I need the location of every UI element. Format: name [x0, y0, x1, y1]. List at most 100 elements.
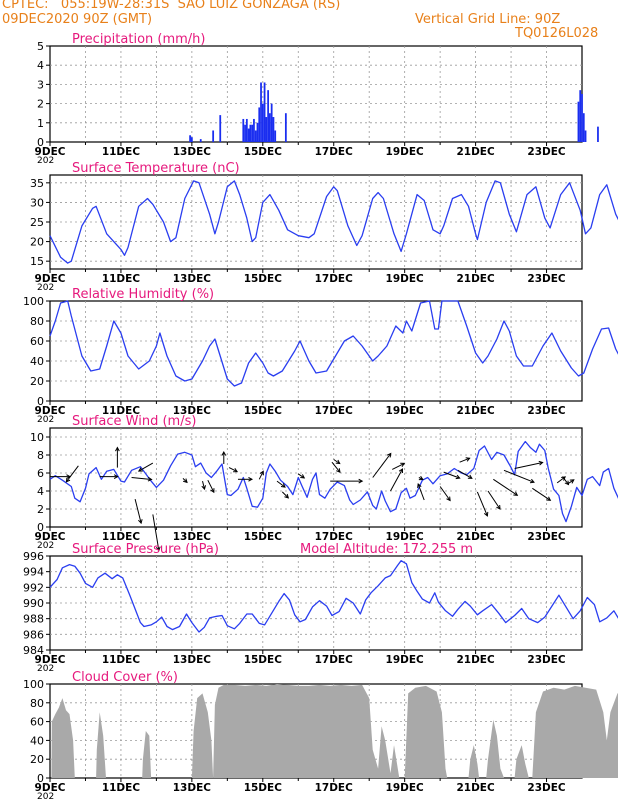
y-tick-label: 4: [37, 485, 44, 498]
x-tick-label: 11DEC: [102, 782, 141, 794]
precip-bar: [253, 118, 255, 142]
wind-arrowhead: [446, 496, 451, 502]
y-tick-label: 20: [30, 753, 44, 766]
year-marker: 202: [37, 415, 54, 425]
panel-annotation: Model Altitude: 172.255 m: [300, 542, 473, 557]
wind-arrowhead: [455, 474, 461, 480]
panel-2: 0 20 40 60 80 100 9DEC 11DEC 13DEC 15DEC 17DEC 19DE…: [23, 287, 618, 425]
precip-bar: [256, 122, 259, 142]
precip-bar: [249, 124, 252, 142]
y-tick-label: 25: [30, 216, 44, 229]
x-tick-label: 19DEC: [386, 273, 425, 285]
x-tick-label: 17DEC: [315, 531, 354, 543]
wind-vector: [228, 467, 238, 473]
wind-arrowhead: [513, 491, 519, 496]
wind-vector: [65, 465, 79, 483]
precip-bar: [260, 82, 262, 142]
wind-arrowhead: [137, 467, 143, 472]
wind-arrowhead: [280, 483, 286, 488]
y-tick-label: 1: [37, 117, 44, 130]
precip-bar: [263, 82, 266, 142]
precip-bar: [251, 124, 254, 142]
wind-arrowhead: [358, 478, 364, 484]
wind-arrowhead: [335, 459, 341, 465]
x-tick-label: 15DEC: [244, 782, 283, 794]
panel-title: Relative Humidity (%): [72, 287, 214, 302]
precip-bar: [254, 130, 257, 142]
wind-arrowhead: [201, 485, 206, 491]
wind-vector: [457, 469, 473, 479]
wind-arrowhead: [529, 478, 535, 484]
wind-arrowhead: [115, 446, 120, 452]
x-tick-label: 11DEC: [102, 273, 141, 285]
year-marker: 202: [37, 156, 54, 166]
y-tick-label: 4: [37, 59, 44, 72]
wind-arrowhead: [233, 468, 239, 473]
x-tick-label: 17DEC: [315, 654, 354, 666]
y-tick-label: 40: [30, 355, 44, 368]
wind-vector: [258, 471, 264, 480]
wind-arrowhead: [483, 511, 489, 517]
panel-title: Surface Pressure (hPa): [72, 542, 219, 557]
y-tick-label: 20: [30, 375, 44, 388]
wind-vector: [459, 457, 470, 463]
y-tick-label: 986: [23, 628, 44, 641]
wind-arrowhead: [113, 474, 119, 479]
y-tick-label: 6: [37, 467, 44, 480]
y-tick-label: 40: [30, 734, 44, 747]
wind-arrowhead: [300, 474, 306, 479]
y-tick-label: 0: [37, 772, 44, 785]
y-tick-label: 5: [37, 40, 44, 53]
wind-arrowhead: [467, 474, 473, 479]
wind-arrowhead: [417, 483, 422, 489]
grid-note: Vertical Grid Line: 90Z: [415, 12, 561, 27]
x-tick-label: 13DEC: [173, 531, 212, 543]
wind-vector: [333, 459, 341, 464]
series-line: [49, 300, 618, 387]
y-tick-label: 2: [37, 98, 44, 111]
x-tick-label: 11DEC: [102, 146, 141, 158]
year-marker: 202: [37, 283, 54, 293]
x-tick-label: 19DEC: [386, 146, 425, 158]
wind-vector: [443, 471, 460, 479]
y-tick-label: 60: [30, 716, 44, 729]
precip-bar: [190, 137, 193, 142]
wind-arrowhead: [259, 470, 264, 476]
wind-arrowhead: [284, 493, 290, 499]
wind-arrowhead: [138, 519, 143, 525]
run-date: 09DEC2020 90Z (GMT): [2, 12, 153, 27]
wind-arrowhead: [386, 452, 392, 458]
panel-0: 0 1 2 3 4 5 9DEC 11DEC 13DEC 15DEC 17DEC 19DEC 21DEC…: [35, 32, 599, 166]
panel-3: 0 2 4 6 8 10 9DEC 11DEC 13DEC 15DEC 17DEC 19DEC 21DE…: [30, 414, 618, 552]
precip-bar: [189, 135, 191, 142]
wind-vector: [297, 473, 305, 479]
wind-vector: [138, 462, 154, 472]
x-tick-label: 17DEC: [315, 273, 354, 285]
wind-vector: [131, 477, 152, 480]
x-tick-label: 9DEC: [35, 405, 66, 417]
precip-bar: [582, 113, 585, 142]
x-tick-label: 21DEC: [456, 782, 495, 794]
x-tick-label: 21DEC: [456, 146, 495, 158]
y-tick-label: 100: [23, 678, 44, 691]
precip-bar: [284, 113, 287, 142]
y-tick-label: 994: [23, 566, 44, 579]
x-tick-label: 23DEC: [527, 782, 566, 794]
wind-vector: [562, 476, 569, 485]
y-tick-label: 0: [37, 136, 44, 149]
precip-bar: [242, 118, 245, 142]
x-tick-label: 17DEC: [315, 146, 354, 158]
x-tick-label: 11DEC: [102, 405, 141, 417]
x-tick-label: 23DEC: [527, 531, 566, 543]
wind-vector: [532, 487, 551, 501]
precip-bar: [270, 103, 273, 142]
wind-arrowhead: [65, 477, 71, 483]
y-tick-label: 35: [30, 177, 44, 190]
series-line: [49, 440, 618, 523]
y-tick-label: 0: [37, 521, 44, 534]
x-tick-label: 19DEC: [386, 782, 425, 794]
x-tick-label: 23DEC: [527, 405, 566, 417]
panel-4: 984 986 988 990 992 994 996 9DEC 11DEC 13DEC 15DEC…: [23, 542, 618, 674]
y-tick-label: 60: [30, 335, 44, 348]
